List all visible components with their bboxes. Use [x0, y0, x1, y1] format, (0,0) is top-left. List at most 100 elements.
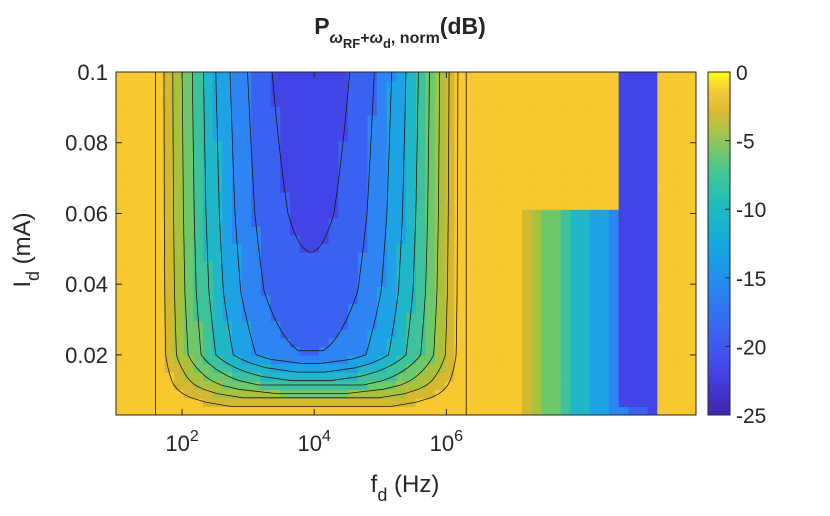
contour-cell	[415, 192, 426, 202]
contour-cell	[232, 80, 243, 90]
contour-cell	[541, 166, 552, 176]
contour-cell	[290, 320, 301, 330]
contour-cell	[338, 166, 349, 176]
contour-cell	[551, 226, 562, 236]
contour-cell	[396, 406, 407, 415]
contour-cell	[377, 329, 388, 339]
contour-cell	[580, 277, 591, 287]
contour-cell	[261, 166, 272, 176]
contour-cell	[174, 106, 185, 116]
contour-cell	[116, 269, 127, 279]
contour-cell	[551, 217, 562, 227]
contour-cell	[512, 209, 523, 219]
contour-cell	[222, 166, 233, 176]
contour-cell	[193, 226, 204, 236]
contour-cell	[473, 89, 484, 99]
contour-cell	[483, 80, 494, 90]
contour-cell	[232, 192, 243, 202]
contour-cell	[116, 380, 127, 390]
contour-cell	[560, 157, 571, 167]
contour-cell	[541, 192, 552, 202]
contour-cell	[261, 312, 272, 322]
contour-cell	[560, 372, 571, 382]
contour-cell	[116, 114, 127, 125]
contour-cell	[338, 277, 349, 287]
contour-cell	[560, 397, 571, 408]
contour-cell	[174, 166, 185, 176]
contour-cell	[464, 166, 475, 176]
contour-cell	[406, 166, 417, 176]
contour-cell	[154, 389, 165, 399]
colorbar-tick-label: -5	[736, 131, 755, 154]
contour-cell	[154, 346, 165, 356]
contour-cell	[261, 72, 272, 82]
contour-cell	[222, 174, 233, 185]
contour-cell	[638, 174, 649, 185]
contour-cell	[502, 354, 513, 365]
contour-cell	[135, 354, 146, 365]
contour-cell	[502, 226, 513, 236]
contour-cell	[502, 252, 513, 262]
contour-cell	[377, 106, 388, 116]
contour-cell	[396, 217, 407, 227]
contour-cell	[541, 72, 552, 82]
contour-cell	[647, 337, 658, 347]
contour-cell	[415, 97, 426, 107]
contour-cell	[116, 200, 127, 210]
contour-cell	[367, 72, 378, 82]
contour-cell	[241, 294, 252, 305]
contour-cell	[241, 260, 252, 270]
contour-cell	[125, 286, 136, 296]
contour-cell	[580, 243, 591, 253]
contour-cell	[647, 243, 658, 253]
contour-cell	[686, 114, 696, 125]
contour-cell	[667, 97, 678, 107]
contour-cell	[609, 372, 620, 382]
contour-cell	[154, 166, 165, 176]
contour-cell	[145, 226, 156, 236]
contour-cell	[232, 380, 243, 390]
contour-cell	[183, 312, 194, 322]
contour-cell	[425, 97, 436, 107]
contour-cell	[154, 354, 165, 365]
contour-cell	[667, 329, 678, 339]
contour-cell	[270, 363, 281, 373]
contour-cell	[164, 80, 175, 90]
contour-cell	[299, 363, 310, 373]
contour-cell	[125, 312, 136, 322]
contour-cell	[116, 72, 127, 82]
contour-cell	[541, 132, 552, 142]
contour-cell	[560, 149, 571, 159]
contour-cell	[367, 363, 378, 373]
contour-cell	[367, 372, 378, 382]
contour-cell	[560, 354, 571, 365]
contour-cell	[493, 389, 504, 399]
contour-cell	[348, 114, 359, 125]
contour-cell	[464, 406, 475, 415]
contour-cell	[415, 174, 426, 185]
contour-cell	[570, 243, 581, 253]
contour-cell	[464, 149, 475, 159]
contour-cell	[299, 106, 310, 116]
contour-cell	[435, 106, 446, 116]
contour-cell	[502, 114, 513, 125]
contour-cell	[154, 277, 165, 287]
contour-cell	[676, 97, 687, 107]
contour-cell	[570, 123, 581, 133]
contour-cell	[444, 337, 455, 347]
contour-cell	[222, 294, 233, 305]
contour-cell	[454, 303, 465, 313]
contour-cell	[541, 149, 552, 159]
contour-cell	[570, 114, 581, 125]
contour-line	[271, 72, 351, 253]
contour-cell	[647, 354, 658, 365]
contour-cell	[406, 174, 417, 185]
contour-cell	[183, 234, 194, 245]
contour-cell	[628, 200, 639, 210]
contour-cell	[135, 192, 146, 202]
contour-cell	[473, 123, 484, 133]
contour-cell	[599, 380, 610, 390]
contour-cell	[116, 320, 127, 330]
contour-cell	[638, 372, 649, 382]
x-tick-label: 102	[165, 428, 198, 456]
